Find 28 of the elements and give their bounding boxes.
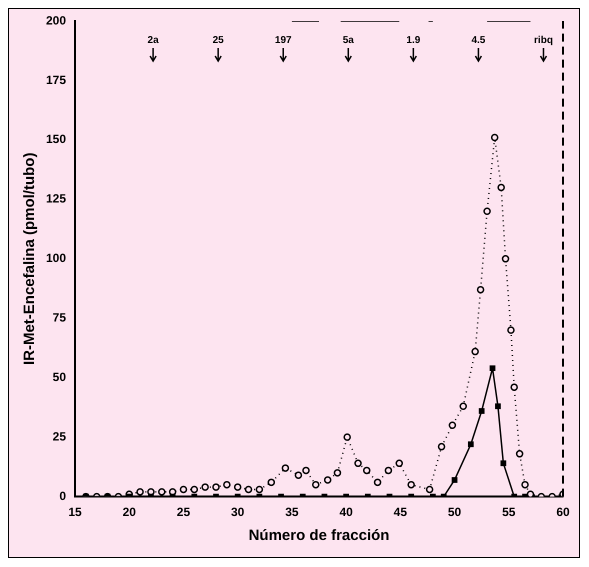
x-axis-title: Número de fracción (248, 527, 390, 544)
y-tick-label: 50 (52, 370, 66, 384)
y-tick-label: 150 (46, 132, 66, 146)
x-tick-label: 25 (176, 505, 190, 520)
annotation: 2a (148, 35, 160, 46)
x-tick-label: 40 (339, 505, 354, 520)
x-tick-label: 20 (122, 505, 136, 520)
x-tick-label: 35 (285, 505, 299, 520)
y-axis-title: IR-Met-Encefalina (pmol/tubo) (21, 152, 38, 366)
y-tick-label: 175 (46, 72, 66, 87)
y-tick-label: 75 (52, 310, 66, 325)
x-tick-label: 30 (231, 505, 245, 520)
y-tick-label: 200 (46, 13, 66, 28)
x-tick-label: 50 (448, 505, 462, 520)
x-tick-label: 60 (556, 505, 570, 520)
annotation: 1.9 (406, 35, 421, 46)
x-tick-label: 55 (502, 505, 516, 520)
annotation: ribq (534, 35, 553, 46)
y-tick-label: 25 (52, 429, 66, 444)
y-tick-label: 0 (59, 488, 66, 503)
annotation: 25 (212, 35, 224, 46)
y-tick-label: 100 (46, 251, 66, 266)
x-tick-label: 45 (394, 505, 408, 520)
annotation: 5a (342, 35, 354, 46)
x-tick-label: 15 (68, 505, 82, 520)
y-tick-label: 125 (46, 192, 66, 206)
annotation: 4.5 (471, 35, 486, 46)
annotation: 197 (274, 35, 292, 46)
